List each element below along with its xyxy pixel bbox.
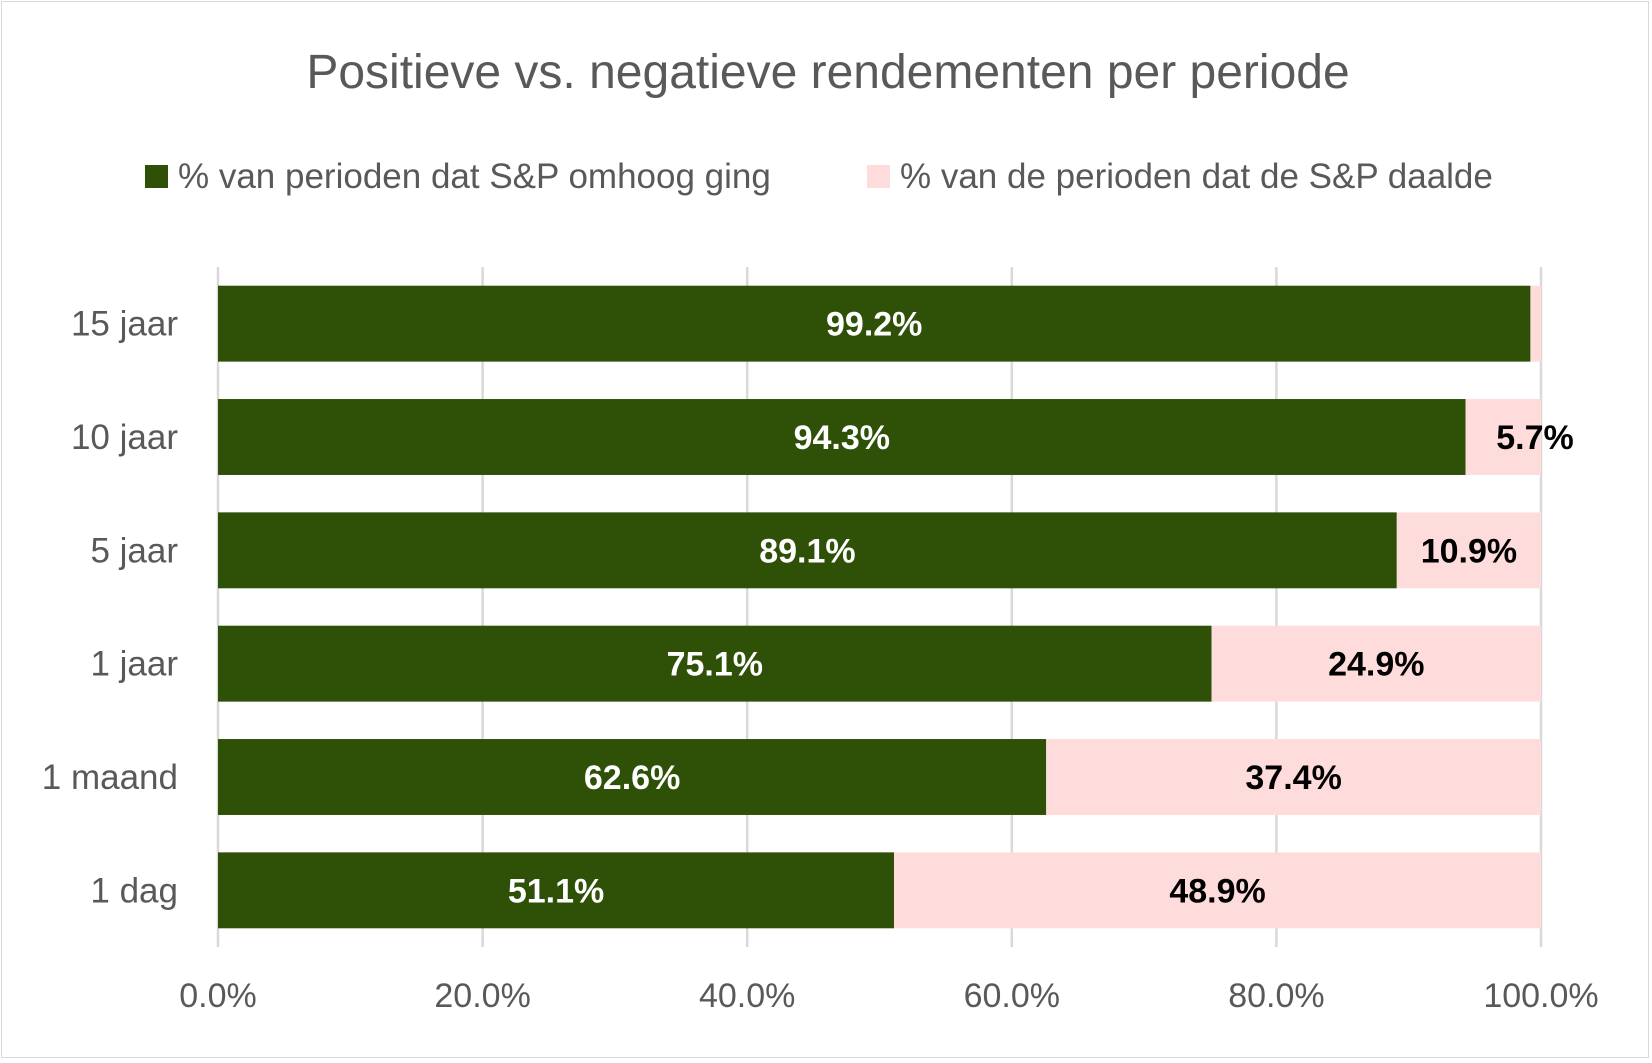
- bar-up: [218, 625, 1212, 702]
- value-labels: 99.2% 94.3% 5.7% 89.1% 10.9% 75.1% 24.9% 62.6% 3…: [508, 306, 1574, 911]
- x-tick-labels: 0.0% 20.0% 40.0% 60.0% 80.0% 100.0%: [179, 977, 1598, 1015]
- bar-down: [1396, 512, 1541, 589]
- category-labels: 15 jaar 10 jaar 5 jaar 1 jaar 1 maand 1 dag: [42, 305, 179, 911]
- category-label: 1 dag: [90, 871, 178, 910]
- value-label-up: 94.3%: [794, 419, 890, 457]
- value-label-down: 24.9%: [1328, 646, 1424, 684]
- gridlines: [216, 267, 1543, 947]
- legend: % van perioden dat S&P omhoog ging % van…: [145, 157, 1493, 196]
- category-label: 1 maand: [42, 758, 178, 797]
- legend-swatch-down: [867, 165, 890, 188]
- value-label-down: 48.9%: [1169, 872, 1265, 910]
- x-tick-label: 60.0%: [964, 977, 1060, 1015]
- bar-down: [1211, 625, 1541, 702]
- x-tick-label: 0.0%: [179, 977, 257, 1015]
- legend-label-up: % van perioden dat S&P omhoog ging: [178, 157, 771, 196]
- value-label-down: 5.7%: [1496, 419, 1574, 457]
- chart-title: Positieve vs. negatieve rendementen per …: [306, 46, 1349, 99]
- value-label-down: 37.4%: [1245, 759, 1341, 797]
- legend-label-down: % van de perioden dat de S&P daalde: [900, 157, 1493, 196]
- category-label: 1 jaar: [90, 645, 178, 684]
- bar-up: [218, 739, 1047, 815]
- bar-up: [218, 399, 1466, 475]
- category-label: 15 jaar: [71, 305, 178, 344]
- x-tick-label: 80.0%: [1228, 977, 1324, 1015]
- x-tick-label: 20.0%: [434, 977, 530, 1015]
- category-label: 5 jaar: [90, 531, 178, 570]
- bar-up: [218, 852, 895, 929]
- value-label-up: 99.2%: [826, 306, 922, 344]
- x-tick-label: 100.0%: [1483, 977, 1598, 1015]
- bars: [218, 285, 1541, 929]
- x-tick-label: 40.0%: [699, 977, 795, 1015]
- bar-up: [218, 512, 1397, 589]
- bar-down: [1465, 399, 1541, 475]
- value-label-up: 62.6%: [584, 759, 680, 797]
- bar-down: [1530, 285, 1541, 362]
- value-label-down: 10.9%: [1421, 532, 1517, 570]
- value-label-up: 75.1%: [667, 646, 763, 684]
- category-label: 10 jaar: [71, 418, 178, 457]
- bar-down: [894, 852, 1541, 929]
- bar-down: [1046, 739, 1541, 815]
- legend-swatch-up: [145, 165, 168, 188]
- value-label-up: 89.1%: [759, 532, 855, 570]
- value-label-up: 51.1%: [508, 872, 604, 910]
- bar-up: [218, 285, 1531, 362]
